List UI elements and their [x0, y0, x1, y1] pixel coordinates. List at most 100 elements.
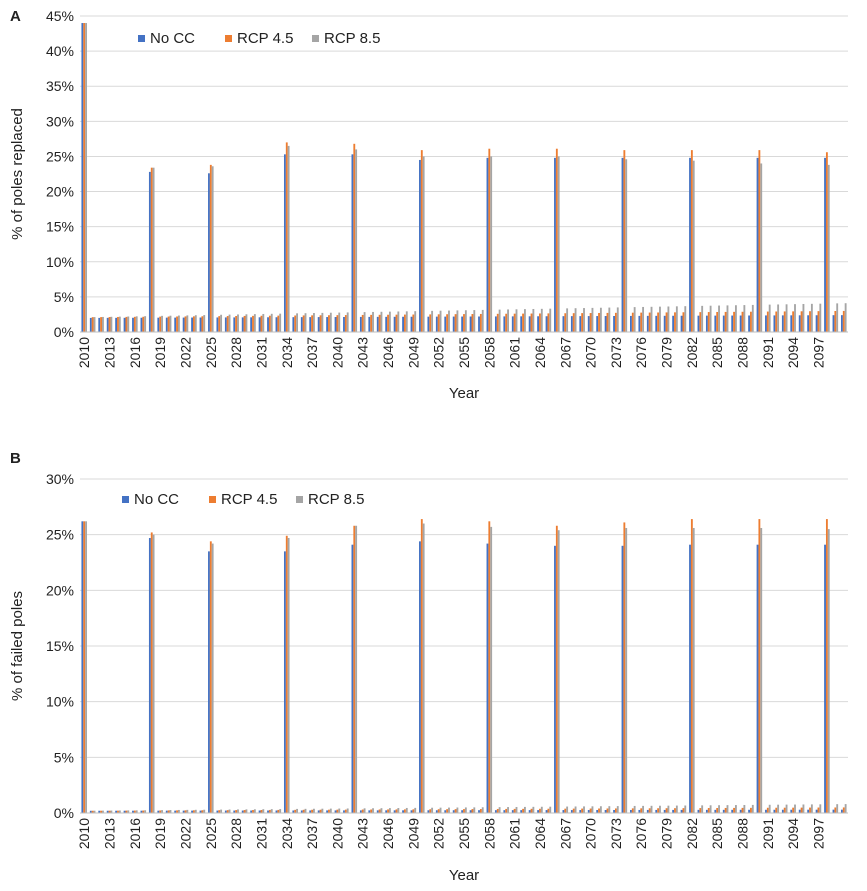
bar-a-2062-s0 — [520, 316, 523, 332]
x-tick-label: 2043 — [355, 818, 371, 849]
bar-a-2099-s0 — [832, 315, 835, 332]
chart-panel-a: A 0% 5% 10% 15% 20% 25% 30% 35% 40% 45% 2010 2013 20… — [0, 0, 867, 440]
bar-a-2076-s2 — [642, 306, 645, 332]
bar-a-2045-s0 — [376, 316, 379, 332]
y-tick-label: 0% — [54, 805, 74, 821]
bar-b-2078-s2 — [659, 805, 661, 813]
x-tick-label: 2067 — [557, 337, 573, 368]
bar-b-2022-s0 — [182, 810, 185, 813]
bar-b-2030-s1 — [252, 810, 254, 813]
bar-a-2099-s2 — [836, 303, 839, 332]
bar-b-2095-s2 — [802, 804, 805, 813]
bar-a-2090-s1 — [758, 150, 761, 332]
bar-a-2012-s2 — [102, 316, 104, 332]
bar-a-2073-s0 — [613, 315, 615, 332]
bar-b-2013-s1 — [108, 810, 111, 813]
x-tick-label: 2049 — [405, 818, 421, 849]
bar-b-2100-s1 — [842, 807, 845, 813]
bar-a-2031-s1 — [260, 315, 263, 332]
x-tick-label: 2031 — [253, 818, 269, 849]
bar-b-2031-s2 — [262, 809, 265, 813]
bar-a-2085-s0 — [714, 315, 717, 332]
bar-b-2076-s2 — [642, 805, 645, 813]
bar-a-2052-s2 — [439, 310, 442, 332]
bar-b-2040-s2 — [338, 808, 341, 813]
bar-a-2061-s0 — [511, 316, 514, 332]
bar-b-2099-s2 — [836, 804, 839, 813]
bar-b-2075-s2 — [633, 805, 636, 813]
bar-a-2070-s1 — [589, 313, 592, 332]
bar-b-2010-s1 — [83, 521, 86, 813]
bar-b-2094-s0 — [790, 809, 793, 813]
bar-b-2012-s0 — [98, 810, 101, 813]
bar-a-2040-s2 — [338, 312, 341, 332]
bar-a-2093-s0 — [781, 315, 784, 332]
bar-a-2080-s1 — [674, 312, 676, 332]
x-tick-label: 2013 — [102, 337, 118, 368]
bar-a-2036-s2 — [304, 313, 307, 332]
bar-b-2013-s2 — [110, 810, 113, 813]
bar-b-2042-s1 — [353, 525, 356, 813]
bar-a-2091-s0 — [765, 315, 767, 332]
x-tick-label: 2073 — [608, 337, 624, 368]
bar-a-2074-s2 — [625, 159, 628, 332]
bar-a-2067-s2 — [566, 308, 569, 332]
y-tick-label: 20% — [46, 184, 74, 200]
bar-b-2061-s0 — [511, 810, 514, 813]
bar-a-2070-s0 — [587, 316, 590, 332]
bar-a-2050-s2 — [422, 156, 425, 332]
bar-a-2095-s1 — [800, 311, 803, 332]
bar-b-2087-s2 — [734, 805, 737, 813]
y-tick-label: 10% — [46, 694, 74, 710]
bar-b-2068-s2 — [574, 806, 577, 813]
bar-a-2086-s2 — [726, 305, 729, 332]
x-tick-label: 2022 — [177, 818, 193, 849]
bar-b-2040-s1 — [336, 809, 339, 813]
bar-b-2061-s2 — [515, 806, 518, 813]
bar-a-2057-s0 — [478, 316, 480, 332]
bar-b-2021-s1 — [176, 810, 178, 813]
bar-b-2037-s2 — [313, 808, 315, 813]
bar-a-2070-s2 — [591, 307, 594, 332]
x-tick-label: 2058 — [481, 337, 497, 368]
x-axis-title: Year — [449, 867, 479, 884]
bar-b-2097-s2 — [819, 804, 822, 813]
bar-a-2062-s1 — [522, 313, 525, 332]
bar-a-2090-s0 — [756, 157, 759, 332]
bar-a-2010-s0 — [81, 23, 84, 333]
legend-entry: RCP 4.5 — [221, 491, 277, 508]
bar-a-2085-s2 — [718, 305, 720, 332]
legend-entry: RCP 4.5 — [237, 30, 293, 47]
bar-a-2055-s1 — [463, 314, 465, 332]
bar-a-2049-s1 — [412, 314, 415, 332]
bar-a-2045-s2 — [380, 311, 383, 332]
bar-a-2058-s2 — [490, 156, 493, 332]
bar-b-2041-s1 — [344, 809, 347, 813]
legend: No CC RCP 4.5 RCP 8.5 — [122, 491, 364, 508]
bar-b-2044-s2 — [372, 808, 374, 813]
bar-a-2017-s2 — [144, 316, 147, 332]
bar-b-2086-s2 — [726, 805, 729, 813]
bar-b-2021-s2 — [177, 809, 180, 813]
bar-b-2082-s0 — [689, 544, 691, 813]
legend-swatch — [138, 35, 145, 42]
bar-b-2097-s0 — [815, 809, 818, 813]
bar-b-2024-s2 — [203, 809, 206, 813]
bar-b-2019-s2 — [161, 810, 163, 813]
bar-b-2086-s1 — [724, 807, 727, 813]
bar-a-2059-s1 — [496, 313, 499, 332]
bar-b-2048-s2 — [405, 807, 408, 813]
bar-a-2046-s0 — [385, 316, 388, 332]
bar-a-2034-s2 — [287, 145, 290, 332]
bar-a-2092-s1 — [775, 311, 778, 332]
bar-a-2031-s2 — [262, 313, 265, 332]
bar-b-2052-s0 — [435, 810, 438, 813]
bar-b-2053-s0 — [444, 810, 447, 813]
bar-b-2033-s0 — [275, 810, 278, 813]
bar-a-2087-s1 — [733, 311, 735, 332]
bar-b-2077-s0 — [646, 809, 649, 813]
bar-b-2076-s1 — [640, 808, 643, 813]
x-tick-label: 2019 — [152, 337, 168, 368]
bar-a-2080-s0 — [672, 315, 675, 332]
y-tick-label: 40% — [46, 43, 74, 59]
